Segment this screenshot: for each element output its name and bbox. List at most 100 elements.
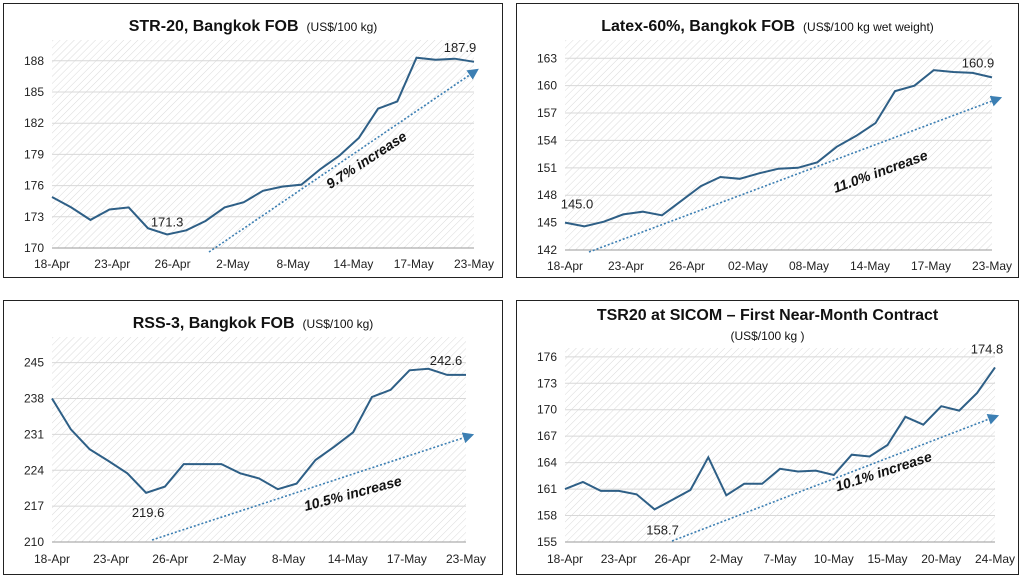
y-tick-label: 158 <box>537 509 557 523</box>
y-tick-label: 142 <box>537 243 557 257</box>
y-tick-label: 173 <box>24 210 44 224</box>
chart-unit: (US$/100 kg wet weight) <box>803 20 934 34</box>
trend-arrow <box>151 432 475 541</box>
y-tick-label: 176 <box>24 179 44 193</box>
chart-title-row: Latex-60%, Bangkok FOB (US$/100 kg wet we… <box>517 18 1018 36</box>
series-line <box>564 69 993 228</box>
x-tick-label: 20-May <box>921 552 961 566</box>
x-tick-label: 26-Apr <box>155 257 191 271</box>
x-tick-label: 24-May <box>975 552 1015 566</box>
x-tick-label: 23-May <box>446 552 486 566</box>
y-tick-label: 154 <box>537 133 557 147</box>
x-tick-label: 17-May <box>387 552 427 566</box>
x-tick-label: 2-May <box>216 257 249 271</box>
y-tick-label: 161 <box>537 482 557 496</box>
x-tick-label: 8-May <box>276 257 309 271</box>
data-label: 187.9 <box>444 40 477 55</box>
plot-area <box>565 40 992 250</box>
data-label: 219.6 <box>132 505 165 520</box>
y-tick-label: 167 <box>537 429 557 443</box>
chart-unit: (US$/100 kg) <box>306 20 378 34</box>
x-tick-label: 17-May <box>911 259 951 273</box>
x-tick-label: 26-Apr <box>654 552 690 566</box>
y-tick-label: 155 <box>537 535 557 549</box>
chart-panel-str20: STR-20, Bangkok FOB (US$/100 kg) 170 173 17… <box>3 3 503 278</box>
chart-unit: (US$/100 kg ) <box>730 329 805 343</box>
y-tick-label: 170 <box>24 241 44 255</box>
x-tick-label: 14-May <box>850 259 890 273</box>
data-label: 160.9 <box>962 55 995 70</box>
data-label: 158.7 <box>646 522 679 537</box>
x-tick-label: 02-May <box>728 259 768 273</box>
x-tick-label: 26-Apr <box>152 552 188 566</box>
x-tick-label: 2-May <box>213 552 246 566</box>
y-tick-label: 160 <box>537 79 557 93</box>
y-tick-label: 157 <box>537 106 557 120</box>
trend-arrow <box>208 68 479 253</box>
x-tick-label: 23-May <box>454 257 494 271</box>
x-tick-label: 23-Apr <box>93 552 129 566</box>
y-tick-label: 173 <box>537 376 557 390</box>
plot-area <box>52 337 466 542</box>
series-line <box>564 366 996 511</box>
latex60-chart: 142 145 148 151 154 157 160 163 18-Apr 23-Apr 26-A… <box>537 40 1012 273</box>
x-tick-label: 17-May <box>394 257 434 271</box>
x-tick-label: 26-Apr <box>669 259 705 273</box>
x-tick-label: 08-May <box>789 259 829 273</box>
plot-area <box>565 348 995 542</box>
chart-panel-rss3: RSS-3, Bangkok FOB (US$/100 kg) 210 217 224… <box>3 300 503 575</box>
y-tick-label: 179 <box>24 147 44 161</box>
x-tick-label: 23-May <box>972 259 1012 273</box>
plot-area <box>52 40 474 248</box>
x-tick-label: 14-May <box>328 552 368 566</box>
x-tick-label: 18-Apr <box>547 552 583 566</box>
x-tick-label: 8-May <box>272 552 305 566</box>
str20-chart: 170 173 176 179 182 185 188 18-Apr 23-Apr 26-Apr 2… <box>24 40 494 271</box>
x-tick-label: 23-Apr <box>94 257 130 271</box>
x-tick-label: 2-May <box>710 552 743 566</box>
series-line <box>51 367 466 494</box>
x-tick-label: 7-May <box>763 552 796 566</box>
y-tick-label: 224 <box>24 463 44 477</box>
data-label: 171.3 <box>151 214 184 229</box>
y-tick-label: 210 <box>24 535 44 549</box>
y-tick-label: 164 <box>537 456 557 470</box>
data-label: 174.8 <box>971 341 1004 356</box>
data-label: 145.0 <box>561 197 594 212</box>
y-tick-label: 170 <box>537 403 557 417</box>
data-label: 242.6 <box>430 353 463 368</box>
y-tick-label: 238 <box>24 392 44 406</box>
y-tick-label: 176 <box>537 350 557 364</box>
rss3-chart: 210 217 224 231 238 245 18-Apr 23-Apr 26-Apr 2-Ma… <box>24 337 486 566</box>
y-tick-label: 151 <box>537 161 557 175</box>
chart-title-row: STR-20, Bangkok FOB (US$/100 kg) <box>4 18 502 36</box>
y-tick-label: 188 <box>24 54 44 68</box>
y-tick-label: 217 <box>24 499 44 513</box>
sicom-chart: 155 158 161 164 167 170 173 176 18-Apr 23-Apr 26-A… <box>537 341 1015 566</box>
y-tick-label: 182 <box>24 116 44 130</box>
y-tick-label: 231 <box>24 427 44 441</box>
chart-title: STR-20, Bangkok FOB <box>128 18 299 35</box>
chart-panel-sicom: TSR20 at SICOM – First Near-Month Contra… <box>516 300 1019 575</box>
x-tick-label: 18-Apr <box>547 259 583 273</box>
chart-unit: (US$/100 kg) <box>302 317 374 331</box>
y-tick-label: 145 <box>537 216 557 230</box>
x-tick-label: 10-May <box>814 552 854 566</box>
y-tick-label: 245 <box>24 356 44 370</box>
y-tick-label: 148 <box>537 188 557 202</box>
x-tick-label: 23-Apr <box>608 259 644 273</box>
chart-title: Latex-60%, Bangkok FOB <box>601 18 796 35</box>
y-tick-label: 185 <box>24 85 44 99</box>
trend-arrow <box>588 95 1003 253</box>
x-tick-label: 15-May <box>867 552 907 566</box>
x-tick-label: 23-Apr <box>601 552 637 566</box>
chart-title: TSR20 at SICOM – First Near-Month Contra… <box>596 307 939 324</box>
y-tick-label: 163 <box>537 51 557 65</box>
chart-title-row: TSR20 at SICOM – First Near-Month Contra… <box>517 307 1018 325</box>
x-tick-label: 18-Apr <box>34 257 70 271</box>
series-line <box>51 56 475 236</box>
chart-title: RSS-3, Bangkok FOB <box>132 315 295 332</box>
x-tick-label: 14-May <box>333 257 373 271</box>
chart-panel-latex60: Latex-60%, Bangkok FOB (US$/100 kg wet we… <box>516 3 1019 278</box>
x-tick-label: 18-Apr <box>34 552 70 566</box>
